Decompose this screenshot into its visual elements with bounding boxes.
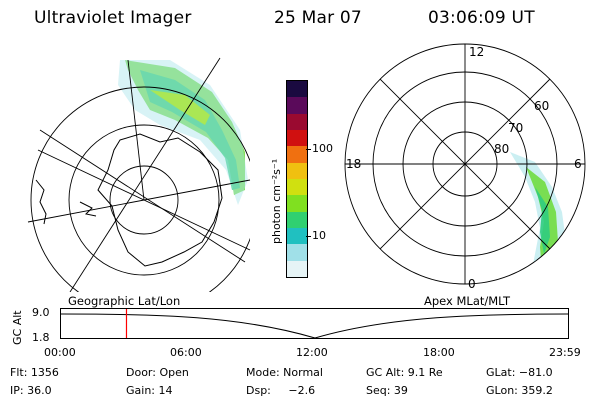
lat-label-70: 70 <box>508 121 523 135</box>
lat-label-60: 60 <box>534 99 549 113</box>
latitude-circle-outer <box>30 86 250 292</box>
colorbar <box>286 80 308 278</box>
status-ip: IP: 36.0 <box>10 384 52 397</box>
altitude-axis-label: GC Alt <box>11 310 24 345</box>
colorbar-tick-label: 100 <box>312 142 333 155</box>
colorbar-segment <box>287 146 307 163</box>
colorbar-segment <box>287 195 307 212</box>
peninsula-coastline <box>79 201 97 217</box>
mlt-label-6: 6 <box>574 157 582 171</box>
meridian-line <box>69 57 221 292</box>
colorbar-segment <box>287 113 307 130</box>
magnetic-polar-plot: 12 18 6 0 60 70 80 <box>344 43 586 291</box>
time-tick-label: 12:00 <box>296 346 328 359</box>
geographic-caption: Geographic Lat/Lon <box>68 294 181 308</box>
time-tick-label: 23:59 <box>549 346 581 359</box>
status-glon: GLon: 359.2 <box>486 384 553 397</box>
status-dsp: Dsp: −2.6 <box>246 384 316 397</box>
altitude-tick-min: 1.8 <box>32 331 50 344</box>
meridian-line <box>27 179 251 223</box>
colorbar-segment <box>287 81 307 98</box>
altitude-tick-max: 9.0 <box>32 306 50 319</box>
time-tick-label: 06:00 <box>170 346 202 359</box>
colorbar-segment <box>287 129 307 147</box>
colorbar-segment <box>287 97 307 114</box>
altitude-strip-chart <box>60 308 569 339</box>
instrument-title: Ultraviolet Imager <box>34 8 192 28</box>
colorbar-tick <box>306 149 311 150</box>
mlt-label-12: 12 <box>469 45 484 59</box>
antarctica-coastline <box>97 133 223 267</box>
magnetic-caption: Apex MLat/MLT <box>424 294 511 308</box>
image-date: 25 Mar 07 <box>274 8 362 28</box>
colorbar-segment <box>287 227 307 245</box>
colorbar-segment <box>287 211 307 228</box>
image-time: 03:06:09 UT <box>428 8 535 28</box>
latitude-circle-inner <box>109 165 179 235</box>
lat-label-80: 80 <box>494 142 509 156</box>
south-america-coastline <box>35 179 47 225</box>
status-glat: GLat: −81.0 <box>486 366 553 379</box>
auroral-emission-geographic <box>118 60 248 205</box>
colorbar-tick <box>306 236 311 237</box>
colorbar-segment <box>287 162 307 179</box>
colorbar-segment <box>287 260 307 277</box>
time-tick-label: 18:00 <box>423 346 455 359</box>
colorbar-unit-label: photon cm⁻²s⁻¹ <box>270 158 283 244</box>
status-sequence: Seq: 39 <box>366 384 408 397</box>
colorbar-segment <box>287 244 307 261</box>
time-tick-label: 00:00 <box>44 346 76 359</box>
altitude-trace <box>60 313 569 339</box>
mlt-label-18: 18 <box>346 157 361 171</box>
status-gain: Gain: 14 <box>126 384 173 397</box>
meridian-line <box>39 129 246 263</box>
status-gc-altitude: GC Alt: 9.1 Re <box>366 366 443 379</box>
status-door: Door: Open <box>126 366 189 379</box>
mlt-diagonal <box>379 78 551 250</box>
status-flight: Flt: 1356 <box>10 366 59 379</box>
colorbar-segment <box>287 178 307 196</box>
altitude-plot-frame <box>60 308 569 339</box>
mlt-label-0: 0 <box>468 277 476 291</box>
latitude-circle-mid <box>68 124 220 276</box>
meridian-line <box>127 59 145 201</box>
geographic-map <box>27 57 251 292</box>
colorbar-tick-label: 10 <box>312 229 326 242</box>
status-mode: Mode: Normal <box>246 366 323 379</box>
